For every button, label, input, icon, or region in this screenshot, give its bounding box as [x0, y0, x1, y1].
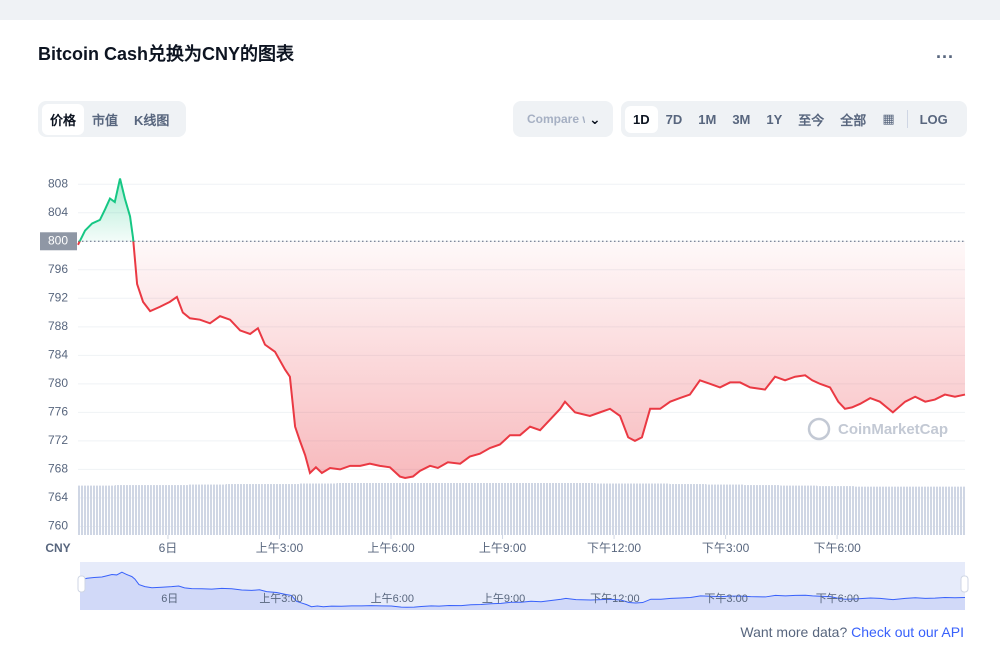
volume-bar	[373, 483, 411, 535]
price-area	[78, 178, 965, 478]
navigator-bg	[80, 562, 965, 610]
chevron: ⌄	[589, 110, 601, 127]
x-tick-label: 6日	[159, 541, 178, 555]
volume-bar	[928, 486, 965, 535]
volume-bar	[595, 483, 633, 535]
y-tick-label: 784	[48, 348, 68, 362]
baseline-label: 800	[48, 233, 68, 247]
navigator-label: 上午9:00	[482, 592, 525, 605]
log-toggle[interactable]: LOG	[919, 111, 948, 127]
y-tick-label: 800	[48, 233, 68, 247]
tab[interactable]: 市值	[92, 112, 119, 128]
volume-bar	[78, 485, 115, 535]
api-link[interactable]: Check out our API	[851, 624, 964, 640]
volume-bar	[817, 486, 855, 535]
menu[interactable]: ...	[936, 42, 955, 62]
y-tick-label: 764	[48, 490, 68, 504]
volume-bar	[262, 484, 300, 535]
x-tick-label: 上午6:00	[367, 541, 415, 555]
navigator-handle	[77, 575, 86, 593]
range[interactable]: 1M	[698, 111, 717, 127]
volume-bar	[336, 483, 374, 535]
compare-label: Compare with	[527, 112, 585, 126]
y-tick-label: 792	[48, 290, 68, 304]
volume-bar	[447, 483, 485, 535]
baseline-label-bg	[40, 232, 77, 251]
watermark: CoinMarketCap	[838, 421, 948, 438]
navigator-label: 上午3:00	[259, 592, 302, 605]
range-group: 1D 7D 1M 3M 1Y 至今 全部 ▦ LOG	[621, 101, 967, 137]
navigator-label: 下午3:00	[704, 592, 747, 605]
x-tick-label: 上午9:00	[479, 541, 527, 555]
volume-bar	[151, 485, 189, 535]
navigator-handle	[960, 575, 969, 593]
footer-text: Want more data?	[740, 624, 848, 640]
y-tick-label: 776	[48, 405, 68, 419]
y-tick-label: 760	[48, 519, 68, 533]
x-tick-label: 下午3:00	[702, 541, 750, 555]
top-strip	[0, 0, 1000, 20]
navigator-area	[80, 572, 965, 610]
navigator-label: 上午6:00	[371, 592, 414, 605]
volume-bar	[521, 483, 559, 535]
x-tick-label: 上午3:00	[256, 541, 304, 555]
range[interactable]: 7D	[665, 111, 683, 127]
footer: Want more data? Check out our API	[740, 624, 964, 640]
tab[interactable]: K线图	[134, 112, 170, 128]
volume-bar	[299, 483, 337, 535]
volume-bar	[484, 483, 522, 535]
x-tick-label: 下午12:00	[587, 541, 641, 555]
navigator-line	[79, 571, 966, 608]
price-line	[77, 178, 966, 479]
volume-bar	[854, 486, 892, 535]
navigator-label: 下午12:00	[590, 592, 640, 605]
y-tick-label: 796	[48, 262, 68, 276]
range[interactable]: 至今	[798, 112, 825, 128]
calendar[interactable]: ▦	[882, 111, 895, 126]
axis-unit: CNY	[45, 541, 70, 555]
volume-bar	[669, 484, 707, 535]
navigator-label: 6日	[161, 593, 178, 605]
volume-bar	[225, 484, 263, 535]
volume-bar	[706, 484, 744, 535]
y-tick-label: 768	[48, 462, 68, 476]
y-tick-label: 780	[48, 376, 68, 390]
range[interactable]: 1Y	[766, 111, 783, 127]
watermark-logo	[807, 417, 831, 441]
volume-bar	[114, 485, 152, 535]
range[interactable]: 3M	[732, 111, 751, 127]
compare-dropdown[interactable]: Compare with ⌄	[513, 101, 613, 137]
volume-bar	[780, 485, 818, 535]
volume-bar	[558, 483, 596, 535]
chart-title: Bitcoin Cash兑换为CNY的图表	[38, 44, 295, 64]
y-tick-label: 808	[48, 176, 68, 190]
volume-bar	[891, 486, 929, 535]
range[interactable]: 1D	[625, 105, 658, 133]
y-tick-label: 788	[48, 319, 68, 333]
tab[interactable]: 价格	[42, 103, 85, 135]
x-tick-label: 下午6:00	[813, 541, 861, 555]
volume-bar	[188, 484, 226, 535]
separator	[906, 110, 908, 128]
range[interactable]: 全部	[840, 112, 867, 128]
volume-bar	[632, 483, 670, 535]
tab-group: 价格 市值 K线图	[38, 101, 186, 137]
y-tick-label: 804	[48, 205, 68, 219]
volume-bar	[410, 483, 448, 535]
navigator-label: 下午6:00	[816, 592, 859, 605]
volume-bar	[743, 485, 781, 535]
y-tick-label: 772	[48, 433, 68, 447]
